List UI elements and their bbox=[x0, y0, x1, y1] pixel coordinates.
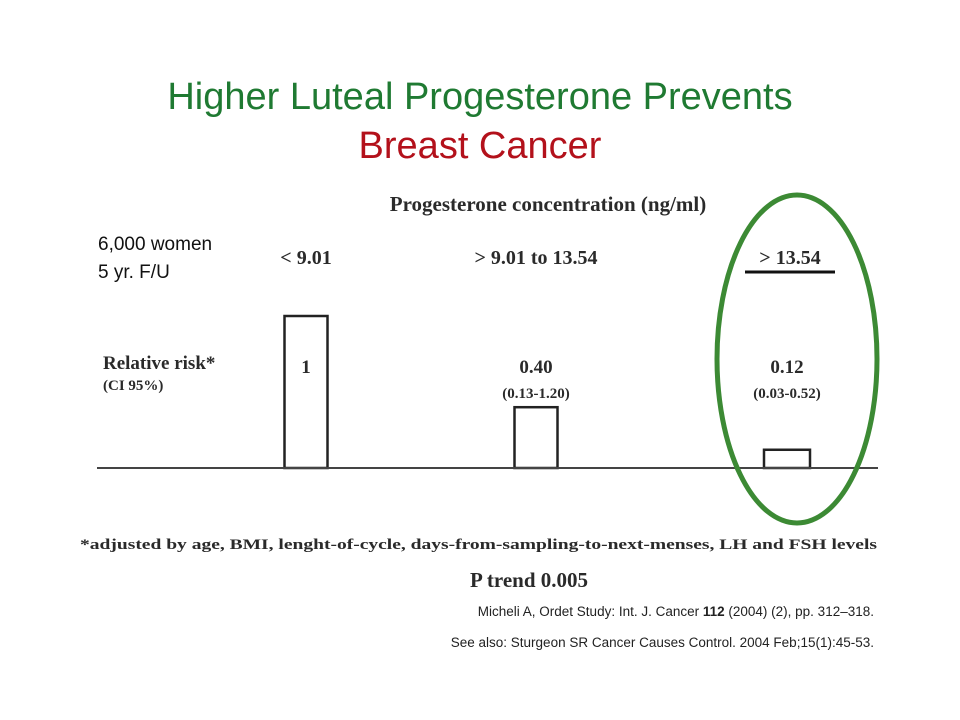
bar-value-label: 1 bbox=[301, 357, 311, 378]
bars-group bbox=[283, 314, 812, 470]
bar-labels-group: 1 0.40 (0.13-1.20) 0.12 (0.03-0.52) bbox=[301, 357, 821, 402]
bar-value-label: 0.12 bbox=[770, 357, 803, 378]
bar-ci-label: (0.03-0.52) bbox=[753, 386, 821, 402]
citation-volume: 112 bbox=[702, 604, 725, 619]
bar-3 bbox=[762, 448, 812, 470]
category-label: < 9.01 bbox=[280, 247, 331, 269]
follow-up: 5 yr. F/U bbox=[98, 262, 170, 283]
study-size: 6,000 women bbox=[98, 234, 213, 255]
slide-title-line1: Higher Luteal Progesterone Prevents bbox=[167, 76, 793, 118]
slide-title-line2: Breast Cancer bbox=[358, 125, 602, 167]
citation-primary-prefix: Micheli A, Ordet Study: Int. J. Cancer bbox=[477, 604, 703, 619]
category-label: > 13.54 bbox=[759, 247, 820, 269]
bar-2 bbox=[513, 405, 559, 470]
bar-value-label: 0.40 bbox=[519, 357, 552, 378]
citation-primary-suffix: (2004) (2), pp. 312–318. bbox=[724, 604, 874, 619]
highlight-ellipse bbox=[714, 192, 880, 526]
category-label: > 9.01 to 13.54 bbox=[474, 247, 597, 269]
bar-1 bbox=[283, 314, 329, 470]
y-axis-sublabel: (CI 95%) bbox=[103, 378, 163, 394]
y-axis-label: Relative risk* bbox=[103, 353, 215, 374]
citation-primary: Micheli A, Ordet Study: Int. J. Cancer 1… bbox=[478, 604, 874, 619]
study-note: 6,000 women 5 yr. F/U bbox=[98, 231, 212, 287]
bar-ci-label: (0.13-1.20) bbox=[502, 386, 570, 402]
chart-footnote: *adjusted by age, BMI, lenght-of-cycle, … bbox=[80, 537, 877, 553]
citation-secondary: See also: Sturgeon SR Cancer Causes Cont… bbox=[450, 635, 874, 650]
p-trend: P trend 0.005 bbox=[470, 568, 588, 592]
chart-title: Progesterone concentration (ng/ml) bbox=[390, 192, 707, 216]
